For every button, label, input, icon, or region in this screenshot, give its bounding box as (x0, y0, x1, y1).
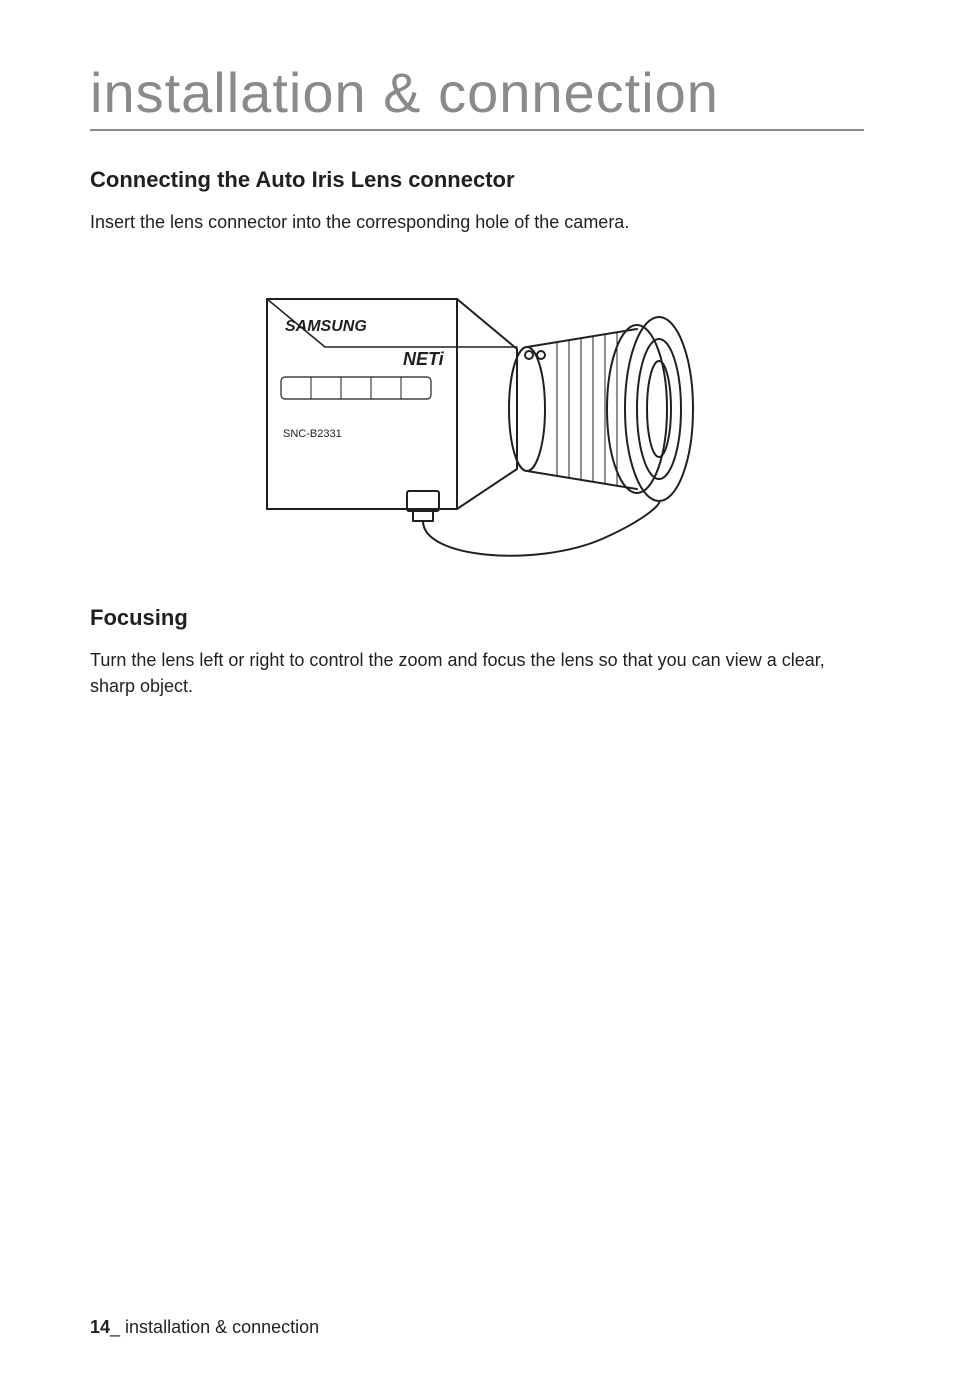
section-body-focusing: Turn the lens left or right to control t… (90, 647, 864, 699)
camera-brand-label: SAMSUNG (285, 318, 367, 335)
page-title: installation & connection (90, 60, 864, 125)
camera-line-art-icon: SAMSUNG NETi SNC-B2331 (207, 259, 747, 569)
title-underline: installation & connection (90, 60, 864, 131)
footer-section-name: installation & connection (125, 1317, 319, 1337)
camera-logo-label: NETi (403, 349, 445, 369)
footer-separator: _ (110, 1317, 125, 1337)
page-number: 14 (90, 1317, 110, 1337)
camera-model-label: SNC-B2331 (283, 428, 342, 440)
page-footer: 14_ installation & connection (90, 1317, 319, 1338)
section-heading-connector: Connecting the Auto Iris Lens connector (90, 167, 864, 193)
camera-illustration: SAMSUNG NETi SNC-B2331 (90, 259, 864, 569)
section-heading-focusing: Focusing (90, 605, 864, 631)
manual-page: installation & connection Connecting the… (0, 0, 954, 1388)
section-body-connector: Insert the lens connector into the corre… (90, 209, 864, 235)
